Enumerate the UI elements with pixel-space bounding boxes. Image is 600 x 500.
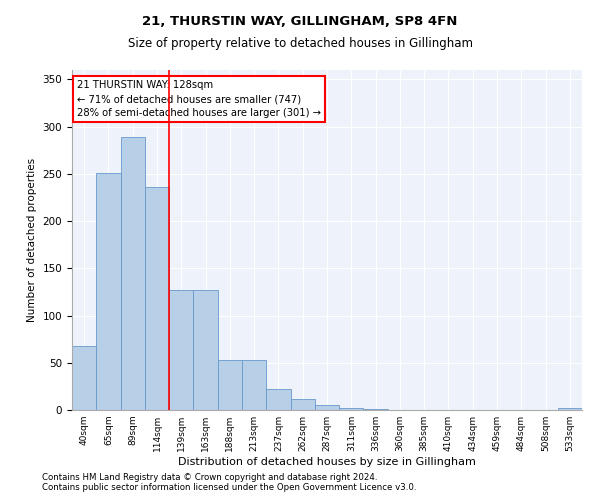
Bar bbox=[558, 408, 582, 410]
Bar bbox=[96, 173, 121, 410]
Bar bbox=[169, 290, 193, 410]
Bar bbox=[218, 360, 242, 410]
Text: 21 THURSTIN WAY: 128sqm
← 71% of detached houses are smaller (747)
28% of semi-d: 21 THURSTIN WAY: 128sqm ← 71% of detache… bbox=[77, 80, 321, 118]
Text: Size of property relative to detached houses in Gillingham: Size of property relative to detached ho… bbox=[128, 38, 473, 51]
Bar bbox=[193, 290, 218, 410]
Bar bbox=[72, 346, 96, 410]
Y-axis label: Number of detached properties: Number of detached properties bbox=[27, 158, 37, 322]
Bar bbox=[339, 408, 364, 410]
Text: Contains public sector information licensed under the Open Government Licence v3: Contains public sector information licen… bbox=[42, 484, 416, 492]
Bar bbox=[364, 409, 388, 410]
Text: Contains HM Land Registry data © Crown copyright and database right 2024.: Contains HM Land Registry data © Crown c… bbox=[42, 474, 377, 482]
X-axis label: Distribution of detached houses by size in Gillingham: Distribution of detached houses by size … bbox=[178, 457, 476, 467]
Bar bbox=[266, 389, 290, 410]
Bar bbox=[145, 187, 169, 410]
Bar bbox=[242, 360, 266, 410]
Bar bbox=[290, 398, 315, 410]
Bar bbox=[121, 137, 145, 410]
Bar bbox=[315, 406, 339, 410]
Text: 21, THURSTIN WAY, GILLINGHAM, SP8 4FN: 21, THURSTIN WAY, GILLINGHAM, SP8 4FN bbox=[142, 15, 458, 28]
